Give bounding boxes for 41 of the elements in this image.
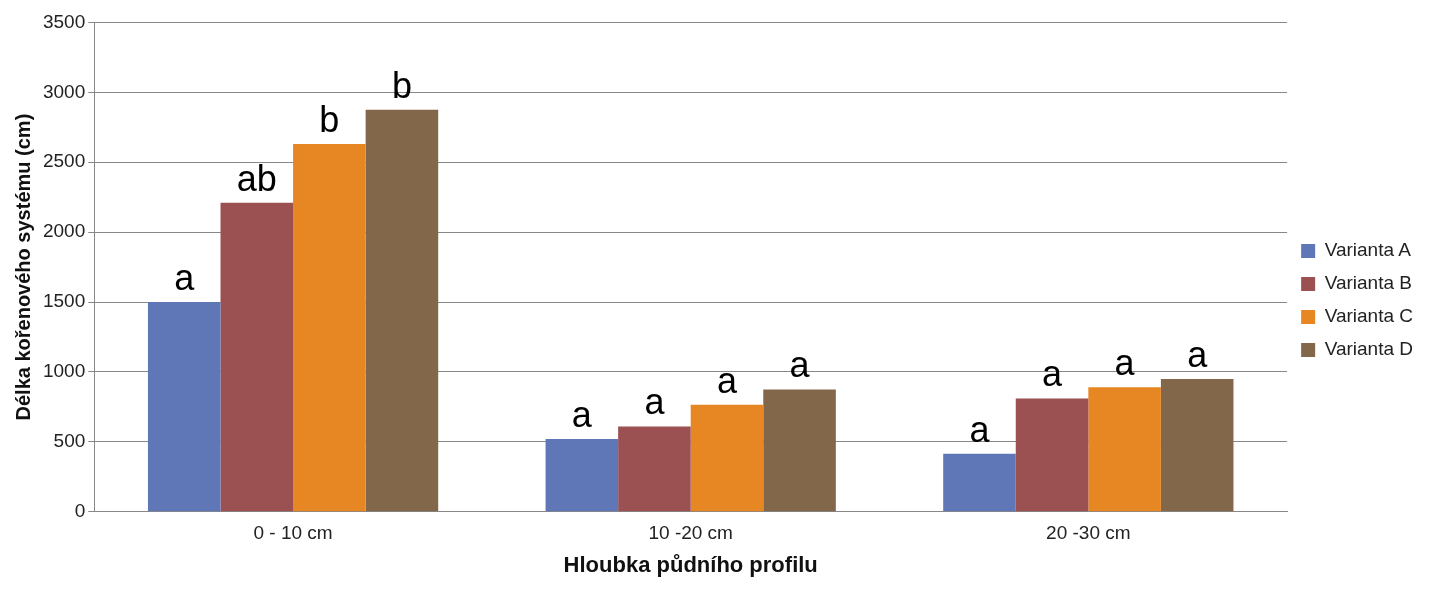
y-tick-label: 2500 [42, 150, 86, 172]
annotation: a [174, 256, 196, 298]
x-tick-label: 10 -20 cm [648, 522, 733, 544]
legend-label: Varianta C [1324, 305, 1413, 327]
bar [618, 426, 691, 512]
annotation: a [1042, 353, 1064, 395]
annotation: a [716, 359, 738, 401]
y-tick-label: 1000 [42, 360, 86, 382]
y-tick-label: 3500 [42, 10, 86, 32]
y-tick-label: 1500 [42, 290, 86, 312]
annotation: a [571, 394, 593, 436]
legend-label: Varianta D [1324, 338, 1413, 360]
x-tick-label: 20 -30 cm [1046, 522, 1131, 544]
y-axis-title: Délka kořenového systému (cm) [11, 113, 34, 421]
annotation: a [1114, 342, 1136, 384]
bar [1015, 398, 1089, 512]
bar [293, 144, 366, 512]
x-axis-title: Hloubka půdního profilu [563, 551, 818, 577]
y-tick-label: 500 [53, 430, 86, 452]
annotation: a [789, 344, 811, 386]
annotation: b [319, 98, 340, 140]
y-tick-label: 3000 [42, 80, 86, 102]
bar [943, 453, 1016, 512]
bar [690, 404, 764, 512]
bar [1088, 387, 1161, 512]
annotation: b [391, 64, 412, 106]
y-tick-label: 2000 [42, 220, 86, 242]
bar [220, 202, 294, 512]
bar [545, 439, 619, 512]
annotation: a [969, 408, 991, 450]
annotation: a [644, 381, 666, 423]
bar [763, 389, 836, 512]
bar [1160, 378, 1234, 512]
bar [365, 109, 439, 512]
y-tick-label: 0 [74, 500, 86, 522]
legend-label: Varianta B [1324, 272, 1412, 294]
x-tick-label: 0 - 10 cm [253, 522, 333, 544]
legend-label: Varianta A [1324, 239, 1412, 261]
bar [147, 302, 221, 512]
annotation: a [1187, 333, 1209, 375]
annotation: ab [236, 157, 277, 199]
